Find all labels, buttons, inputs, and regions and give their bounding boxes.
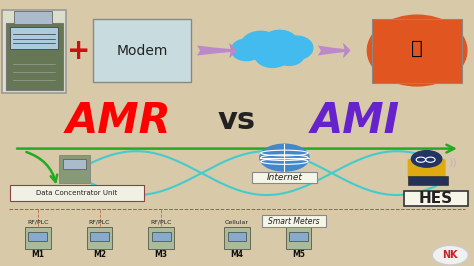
Text: HES: HES bbox=[419, 191, 453, 206]
Text: M1: M1 bbox=[31, 250, 45, 259]
Text: NK: NK bbox=[443, 250, 458, 260]
FancyBboxPatch shape bbox=[224, 227, 250, 249]
FancyBboxPatch shape bbox=[25, 227, 51, 249]
Circle shape bbox=[260, 144, 309, 171]
Text: 🖥️: 🖥️ bbox=[411, 39, 423, 58]
FancyBboxPatch shape bbox=[10, 185, 144, 201]
Circle shape bbox=[262, 30, 298, 56]
Circle shape bbox=[231, 39, 262, 61]
Text: M5: M5 bbox=[292, 250, 305, 259]
Text: AMI: AMI bbox=[311, 100, 400, 142]
FancyBboxPatch shape bbox=[286, 227, 311, 249]
FancyBboxPatch shape bbox=[252, 172, 317, 183]
FancyBboxPatch shape bbox=[408, 159, 446, 178]
FancyBboxPatch shape bbox=[59, 155, 90, 184]
Circle shape bbox=[411, 151, 442, 167]
Circle shape bbox=[255, 42, 291, 67]
Text: M3: M3 bbox=[155, 250, 168, 259]
Circle shape bbox=[241, 31, 281, 60]
FancyBboxPatch shape bbox=[93, 19, 191, 82]
FancyBboxPatch shape bbox=[2, 10, 66, 93]
Text: Cellular: Cellular bbox=[225, 220, 249, 225]
Text: +: + bbox=[66, 36, 90, 65]
Text: Modem: Modem bbox=[117, 44, 168, 57]
FancyBboxPatch shape bbox=[262, 215, 326, 227]
Circle shape bbox=[432, 245, 468, 265]
Circle shape bbox=[274, 44, 304, 65]
Text: RF/PLC: RF/PLC bbox=[150, 220, 172, 225]
Circle shape bbox=[280, 36, 313, 60]
Text: Smart Meters: Smart Meters bbox=[268, 217, 319, 226]
Text: vs: vs bbox=[218, 106, 256, 135]
Circle shape bbox=[367, 15, 467, 86]
Text: RF/PLC: RF/PLC bbox=[27, 220, 49, 225]
FancyBboxPatch shape bbox=[372, 19, 462, 82]
Text: M2: M2 bbox=[93, 250, 106, 259]
FancyBboxPatch shape bbox=[87, 227, 112, 249]
Text: Internet: Internet bbox=[266, 173, 302, 182]
FancyBboxPatch shape bbox=[28, 232, 47, 241]
Text: )): )) bbox=[448, 158, 457, 168]
Text: M4: M4 bbox=[230, 250, 244, 259]
FancyBboxPatch shape bbox=[10, 27, 58, 49]
FancyBboxPatch shape bbox=[148, 227, 174, 249]
Text: AMR: AMR bbox=[66, 100, 171, 142]
Text: RF/PLC: RF/PLC bbox=[89, 220, 110, 225]
FancyBboxPatch shape bbox=[228, 232, 246, 241]
FancyBboxPatch shape bbox=[408, 176, 448, 185]
FancyBboxPatch shape bbox=[152, 232, 171, 241]
FancyBboxPatch shape bbox=[6, 23, 63, 90]
FancyBboxPatch shape bbox=[14, 11, 52, 24]
FancyBboxPatch shape bbox=[404, 191, 468, 206]
FancyBboxPatch shape bbox=[289, 232, 308, 241]
Text: Data Concentrator Unit: Data Concentrator Unit bbox=[36, 190, 118, 196]
Text: Cellular: Cellular bbox=[287, 220, 310, 225]
FancyBboxPatch shape bbox=[90, 232, 109, 241]
FancyBboxPatch shape bbox=[63, 159, 86, 169]
